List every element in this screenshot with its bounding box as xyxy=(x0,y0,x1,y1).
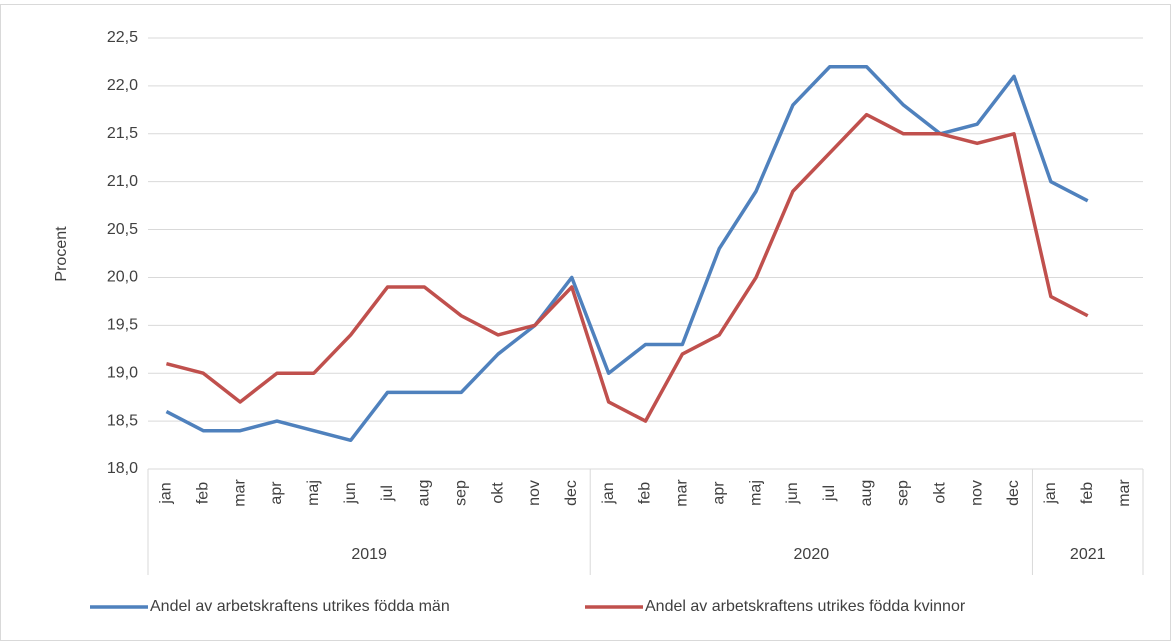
x-tick-label: okt xyxy=(489,482,506,504)
x-tick-label: mar xyxy=(1116,479,1133,507)
x-tick-label: dec xyxy=(563,480,580,506)
x-tick-label: mar xyxy=(231,479,248,507)
legend-label: Andel av arbetskraftens utrikes födda kv… xyxy=(645,598,966,615)
series-line xyxy=(165,64,1089,443)
x-tick-label: mar xyxy=(674,479,691,507)
x-tick-label: nov xyxy=(968,480,985,506)
x-tick-label: aug xyxy=(858,480,875,507)
y-tick-label: 21,0 xyxy=(107,173,138,190)
x-tick-label: sep xyxy=(895,480,912,506)
y-tick-label: 18,5 xyxy=(107,412,138,429)
x-tick-label: feb xyxy=(194,482,211,504)
x-tick-label: jun xyxy=(784,482,801,504)
y-tick-label: 21,5 xyxy=(107,125,138,142)
group-label: 2019 xyxy=(351,546,387,563)
x-tick-label: nov xyxy=(526,480,543,506)
x-tick-label: jul xyxy=(821,485,838,502)
x-tick-label: jan xyxy=(158,482,175,504)
x-tick-label: dec xyxy=(1005,480,1022,506)
y-tick-label: 20,0 xyxy=(107,269,138,286)
chart-border xyxy=(0,4,1171,641)
y-tick-label: 19,5 xyxy=(107,317,138,334)
y-tick-label: 18,0 xyxy=(107,460,138,477)
x-tick-label: jan xyxy=(600,482,617,504)
x-tick-label: maj xyxy=(305,480,322,506)
x-tick-label: jan xyxy=(1042,482,1059,504)
x-tick-label: apr xyxy=(268,481,285,505)
y-tick-label: 19,0 xyxy=(107,364,138,381)
x-tick-label: apr xyxy=(710,481,727,505)
x-tick-label: aug xyxy=(416,480,433,507)
x-tick-label: maj xyxy=(747,480,764,506)
x-tick-label: jul xyxy=(379,485,396,502)
y-tick-label: 22,5 xyxy=(107,29,138,46)
x-tick-label: feb xyxy=(1079,482,1096,504)
group-label: 2020 xyxy=(794,546,830,563)
x-tick-label: sep xyxy=(452,480,469,506)
y-tick-label: 20,5 xyxy=(107,221,138,238)
x-tick-label: okt xyxy=(932,482,949,504)
x-tick-label: feb xyxy=(637,482,654,504)
y-tick-label: 22,0 xyxy=(107,77,138,94)
group-label: 2021 xyxy=(1070,546,1106,563)
x-tick-label: jun xyxy=(342,482,359,504)
y-axis-label: Procent xyxy=(53,226,70,282)
series-line xyxy=(165,112,1089,423)
legend-label: Andel av arbetskraftens utrikes födda mä… xyxy=(150,598,450,615)
